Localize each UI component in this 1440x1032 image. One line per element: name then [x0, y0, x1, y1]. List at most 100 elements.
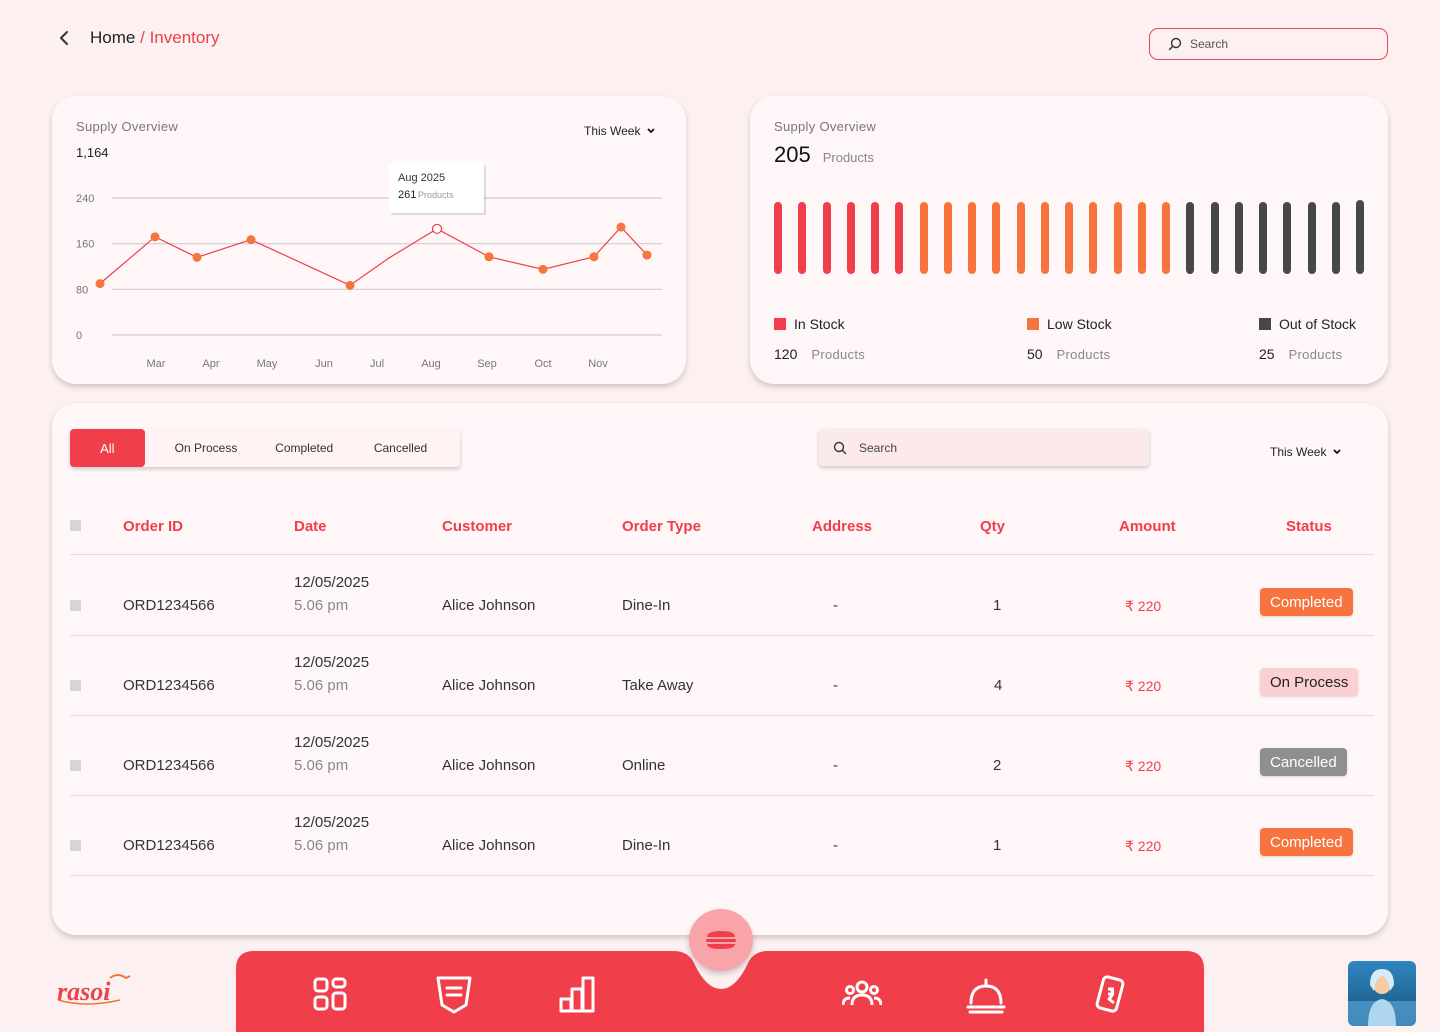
top-search-input[interactable]: [1190, 37, 1370, 51]
col-status[interactable]: Status: [1286, 518, 1332, 535]
supply-overview-bar-card: Supply Overview 205 Products In Stock 12…: [750, 96, 1388, 384]
card-title: Supply Overview: [76, 119, 179, 134]
order-id: ORD1234566: [123, 677, 215, 694]
order-id: ORD1234566: [123, 597, 215, 614]
data-point: [642, 250, 652, 260]
order-time: 5.06 pm: [294, 677, 349, 694]
order-date: 12/05/2025: [294, 814, 370, 831]
breadcrumb: Home / Inventory: [90, 28, 220, 48]
order-qty: 2: [993, 757, 1002, 774]
highlight-point: [431, 223, 443, 234]
orders-card: All On Process Completed Cancelled This …: [52, 403, 1388, 935]
status-badge: Completed: [1260, 588, 1353, 616]
order-date: 12/05/2025: [294, 574, 370, 591]
dashboard-icon[interactable]: [310, 975, 350, 1015]
table-row[interactable]: ORD1234566 12/05/2025 5.06 pm Alice John…: [70, 636, 1374, 716]
stock-bar: [798, 202, 807, 274]
x-tick-label: Nov: [588, 358, 608, 370]
back-arrow-icon[interactable]: [56, 26, 72, 50]
status-badge: On Process: [1260, 668, 1359, 696]
y-tick-label: 240: [76, 193, 94, 205]
order-amount: ₹ 220: [1125, 598, 1162, 614]
stock-bar: [1089, 202, 1098, 274]
col-order-id[interactable]: Order ID: [123, 518, 184, 535]
burger-icon: [706, 931, 736, 949]
user-avatar[interactable]: [1348, 961, 1416, 1026]
legend-swatch: [1027, 318, 1039, 330]
y-tick-label: 0: [76, 330, 82, 342]
row-checkbox[interactable]: [70, 680, 81, 691]
order-amount: ₹ 220: [1125, 838, 1162, 854]
orders-search-input[interactable]: [859, 440, 1119, 455]
legend-in-stock: In Stock 120 Products: [774, 316, 865, 362]
range-dropdown[interactable]: This Week: [584, 124, 656, 138]
row-checkbox[interactable]: [70, 840, 81, 851]
order-time: 5.06 pm: [294, 837, 349, 854]
data-point: [589, 252, 599, 262]
series-line: [99, 226, 648, 287]
table-row[interactable]: ORD1234566 12/05/2025 5.06 pm Alice John…: [70, 556, 1374, 636]
fab-menu-button[interactable]: [689, 909, 753, 971]
stock-bar: [1210, 202, 1219, 274]
tab-completed[interactable]: Completed: [275, 441, 334, 455]
menu-icon[interactable]: [434, 975, 474, 1015]
order-type: Dine-In: [622, 597, 671, 614]
stock-bar: [992, 202, 1001, 274]
data-point: [616, 222, 626, 232]
data-point: [192, 252, 202, 262]
order-type: Online: [622, 757, 666, 774]
stock-bar: [968, 202, 976, 274]
table-header: Order ID Date Customer Order Type Addres…: [70, 503, 1374, 555]
select-all-checkbox[interactable]: [70, 520, 81, 531]
x-tick-label: Mar: [147, 358, 166, 370]
products-total: 205 Products: [774, 142, 874, 168]
search-icon: [1168, 37, 1182, 51]
col-order-type[interactable]: Order Type: [622, 518, 701, 535]
row-checkbox[interactable]: [70, 600, 81, 611]
orders-range-dropdown[interactable]: This Week: [1270, 445, 1342, 459]
stock-bar: [1040, 202, 1049, 274]
stock-bar: [1137, 202, 1146, 274]
top-bar: Home / Inventory: [56, 26, 220, 50]
col-address[interactable]: Address: [812, 518, 873, 535]
order-qty: 4: [994, 677, 1003, 694]
stock-bar: [846, 202, 855, 274]
table-row[interactable]: ORD1234566 12/05/2025 5.06 pm Alice John…: [70, 716, 1374, 796]
service-bell-icon[interactable]: [966, 975, 1006, 1015]
status-badge: Cancelled: [1260, 748, 1347, 776]
legend-unit: Products: [1288, 347, 1343, 362]
order-address: -: [833, 837, 838, 854]
order-customer: Alice Johnson: [442, 597, 536, 614]
order-date: 12/05/2025: [294, 654, 370, 671]
analytics-icon[interactable]: [558, 975, 598, 1015]
customers-icon[interactable]: [841, 975, 883, 1015]
x-tick-label: Jun: [315, 358, 333, 370]
legend-label: Out of Stock: [1279, 316, 1357, 332]
table-row[interactable]: ORD1234566 12/05/2025 5.06 pm Alice John…: [70, 796, 1374, 876]
col-customer[interactable]: Customer: [442, 518, 513, 535]
col-date[interactable]: Date: [294, 518, 327, 535]
legend-count: 25: [1259, 346, 1275, 362]
tooltip-unit: Products: [418, 190, 454, 200]
order-customer: Alice Johnson: [442, 837, 536, 854]
stock-bar: [1283, 202, 1292, 274]
col-qty[interactable]: Qty: [980, 518, 1006, 535]
row-checkbox[interactable]: [70, 760, 81, 771]
y-tick-label: 80: [76, 284, 88, 296]
tab-cancelled[interactable]: Cancelled: [373, 441, 428, 455]
supply-line-chart: 0 80 160 240 Mar Apr May Jun Jul Aug Sep Oct Nov Aug …: [76, 163, 662, 370]
tooltip-box: [389, 163, 484, 213]
order-date: 12/05/2025: [294, 734, 370, 751]
y-tick-label: 160: [76, 239, 94, 251]
data-point: [345, 280, 355, 290]
order-type: Take Away: [622, 677, 694, 694]
payment-icon[interactable]: [1090, 975, 1130, 1015]
tab-all[interactable]: All: [70, 429, 145, 467]
order-id: ORD1234566: [123, 837, 215, 854]
stock-bar: [1356, 200, 1364, 274]
breadcrumb-home[interactable]: Home: [90, 28, 136, 47]
tab-on-process[interactable]: On Process: [174, 441, 238, 455]
legend-label: Low Stock: [1047, 316, 1112, 332]
order-address: -: [833, 597, 838, 614]
col-amount[interactable]: Amount: [1119, 518, 1176, 535]
